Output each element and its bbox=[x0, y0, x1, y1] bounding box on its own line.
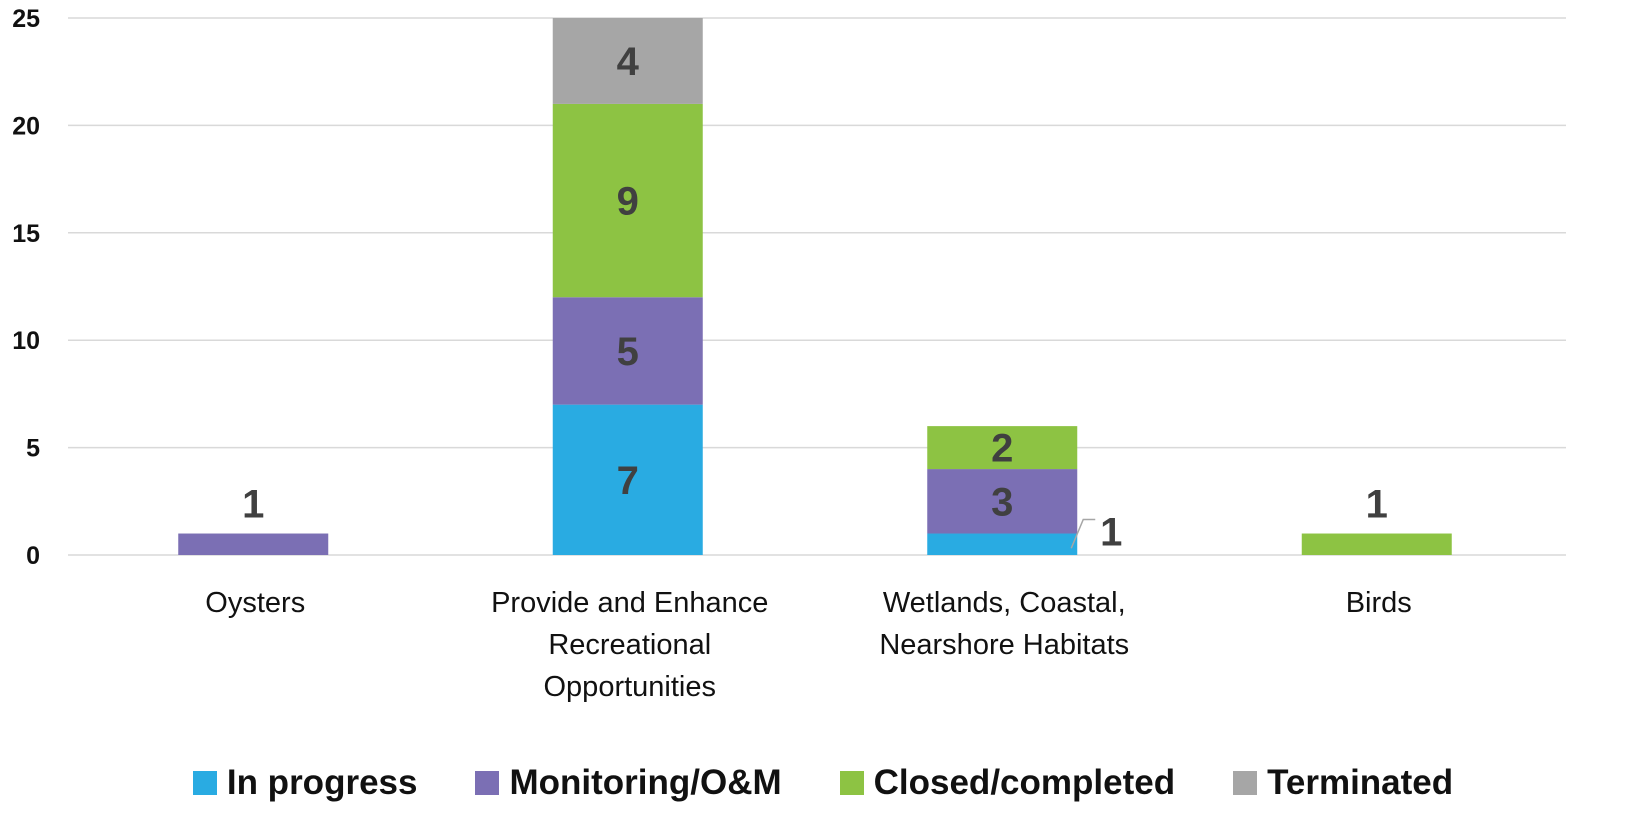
data-label: 2 bbox=[991, 427, 1013, 471]
legend-swatch bbox=[839, 771, 864, 795]
y-tick-label: 0 bbox=[26, 542, 40, 570]
bar-segment bbox=[552, 18, 703, 104]
legend-swatch bbox=[1233, 771, 1258, 795]
data-label: 1 bbox=[1100, 511, 1122, 555]
x-category-label: Birds bbox=[1346, 587, 1412, 619]
legend-label: Monitoring/O&M bbox=[509, 763, 782, 802]
legend-swatch bbox=[192, 771, 217, 795]
data-labels: 1 7 5 9 4 1 3 2 1 bbox=[242, 40, 1388, 555]
y-tick-label: 25 bbox=[12, 5, 40, 33]
x-category-line: Wetlands, Coastal, bbox=[883, 587, 1126, 619]
legend-item: In progress bbox=[192, 763, 418, 803]
legend-label: Terminated bbox=[1267, 763, 1454, 802]
x-category-line: Provide and Enhance bbox=[491, 587, 768, 619]
y-axis-ticks: 0 5 10 15 20 25 bbox=[12, 5, 40, 570]
bars bbox=[178, 18, 1452, 555]
bar-segment bbox=[552, 297, 703, 405]
bar-segment bbox=[552, 103, 703, 298]
x-category-line: Oysters bbox=[205, 587, 305, 619]
legend-label: In progress bbox=[226, 763, 418, 802]
x-category-line: Opportunities bbox=[544, 671, 717, 703]
data-label: 5 bbox=[617, 330, 639, 374]
data-label: 3 bbox=[991, 480, 1013, 524]
y-tick-label: 20 bbox=[12, 112, 40, 140]
legend-item: Monitoring/O&M bbox=[475, 763, 782, 803]
x-category-line: Recreational bbox=[548, 629, 711, 661]
legend-swatch bbox=[475, 771, 500, 795]
legend-item: Closed/completed bbox=[839, 763, 1176, 803]
legend-label: Closed/completed bbox=[873, 763, 1176, 802]
bar-segment bbox=[178, 533, 329, 555]
leader-line bbox=[1070, 518, 1096, 549]
data-label: 7 bbox=[617, 459, 639, 503]
data-label: 1 bbox=[1366, 483, 1388, 527]
bar-segment bbox=[1301, 533, 1452, 555]
x-category-label: Provide and Enhance Recreational Opportuni… bbox=[491, 587, 768, 703]
legend: In progress Monitoring/O&M Closed/complete… bbox=[0, 758, 1646, 808]
bar-segment bbox=[927, 469, 1078, 534]
gridlines bbox=[68, 17, 1566, 556]
x-category-label: Oysters bbox=[205, 587, 305, 619]
legend-item: Terminated bbox=[1233, 763, 1453, 803]
x-category-line: Nearshore Habitats bbox=[879, 629, 1129, 661]
data-label: 4 bbox=[617, 40, 640, 84]
data-label: 1 bbox=[242, 483, 264, 527]
x-category-label: Wetlands, Coastal, Nearshore Habitats bbox=[879, 587, 1129, 661]
y-tick-label: 5 bbox=[26, 435, 40, 463]
chart-plot: 0 5 10 15 20 25 1 7 5 9 4 1 3 2 1 Oysters Provide and … bbox=[12, 5, 1566, 703]
data-label: 9 bbox=[617, 180, 639, 224]
y-tick-label: 15 bbox=[12, 220, 40, 248]
x-category-line: Birds bbox=[1346, 587, 1412, 619]
bar-segment bbox=[552, 404, 703, 555]
bar-segment bbox=[927, 426, 1078, 470]
x-axis-categories: Oysters Provide and Enhance Recreational Op… bbox=[205, 587, 1411, 703]
bar-segment bbox=[927, 533, 1078, 555]
y-tick-label: 10 bbox=[12, 327, 40, 355]
